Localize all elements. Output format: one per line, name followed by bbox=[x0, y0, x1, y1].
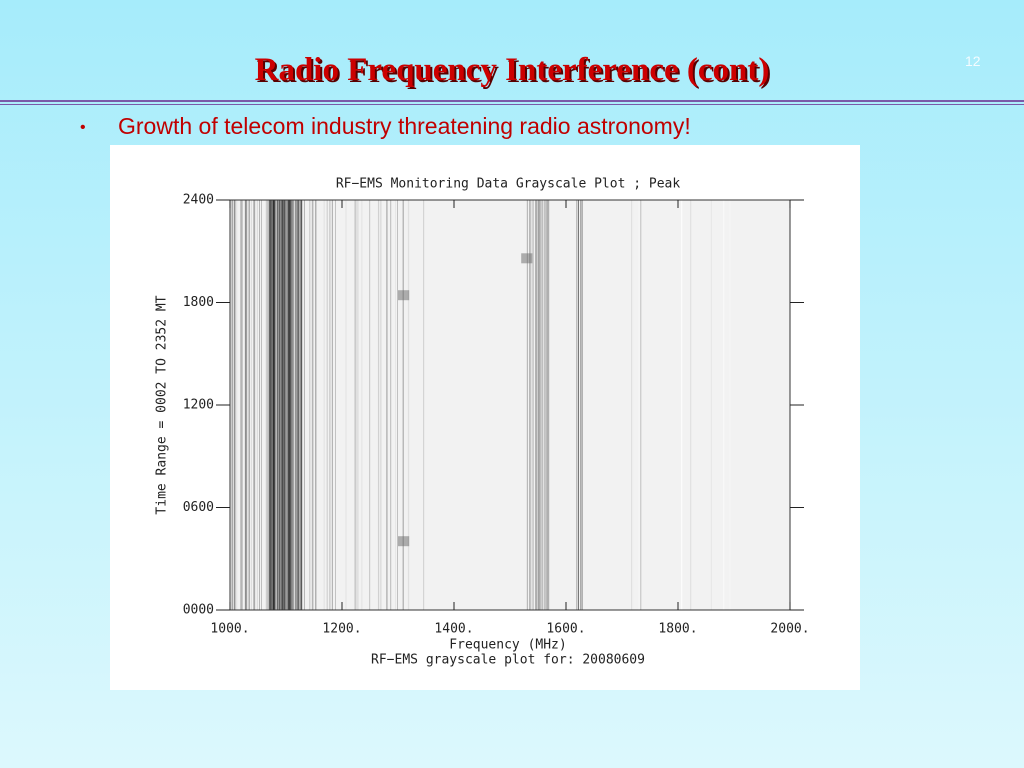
x-tick-label: 1600. bbox=[546, 622, 585, 637]
title-rule bbox=[0, 104, 1024, 105]
plot-area bbox=[230, 200, 790, 610]
figure: RF−EMS Monitoring Data Grayscale Plot ; … bbox=[110, 145, 860, 690]
texture-patch bbox=[521, 253, 533, 264]
title-rule bbox=[0, 100, 1024, 102]
bullet: • Growth of telecom industry threatening … bbox=[80, 113, 691, 140]
texture-patch bbox=[398, 536, 410, 547]
figure-title: RF−EMS Monitoring Data Grayscale Plot ; … bbox=[336, 177, 681, 192]
slide-title: Radio Frequency Interference (cont) bbox=[254, 52, 770, 88]
y-tick-label: 0000 bbox=[183, 603, 214, 618]
grayscale-texture bbox=[230, 200, 790, 610]
page-number: 12 bbox=[965, 53, 981, 69]
y-tick-label: 0600 bbox=[183, 500, 214, 515]
x-tick-label: 1000. bbox=[210, 622, 249, 637]
caption: RF−EMS grayscale plot for: 20080609 bbox=[371, 653, 645, 668]
x-tick-label: 2000. bbox=[770, 622, 809, 637]
x-axis-label: Frequency (MHz) bbox=[449, 638, 566, 653]
x-tick-label: 1200. bbox=[322, 622, 361, 637]
texture-patch bbox=[398, 290, 410, 301]
x-tick-label: 1800. bbox=[658, 622, 697, 637]
bullet-text: Growth of telecom industry threatening r… bbox=[118, 113, 691, 139]
x-tick-label: 1400. bbox=[434, 622, 473, 637]
bullet-dot: • bbox=[80, 118, 86, 136]
y-axis-label: Time Range = 0002 TO 2352 MT bbox=[155, 295, 170, 514]
y-tick-label: 1200 bbox=[183, 398, 214, 413]
y-tick-label: 2400 bbox=[183, 193, 214, 208]
y-tick-label: 1800 bbox=[183, 295, 214, 310]
